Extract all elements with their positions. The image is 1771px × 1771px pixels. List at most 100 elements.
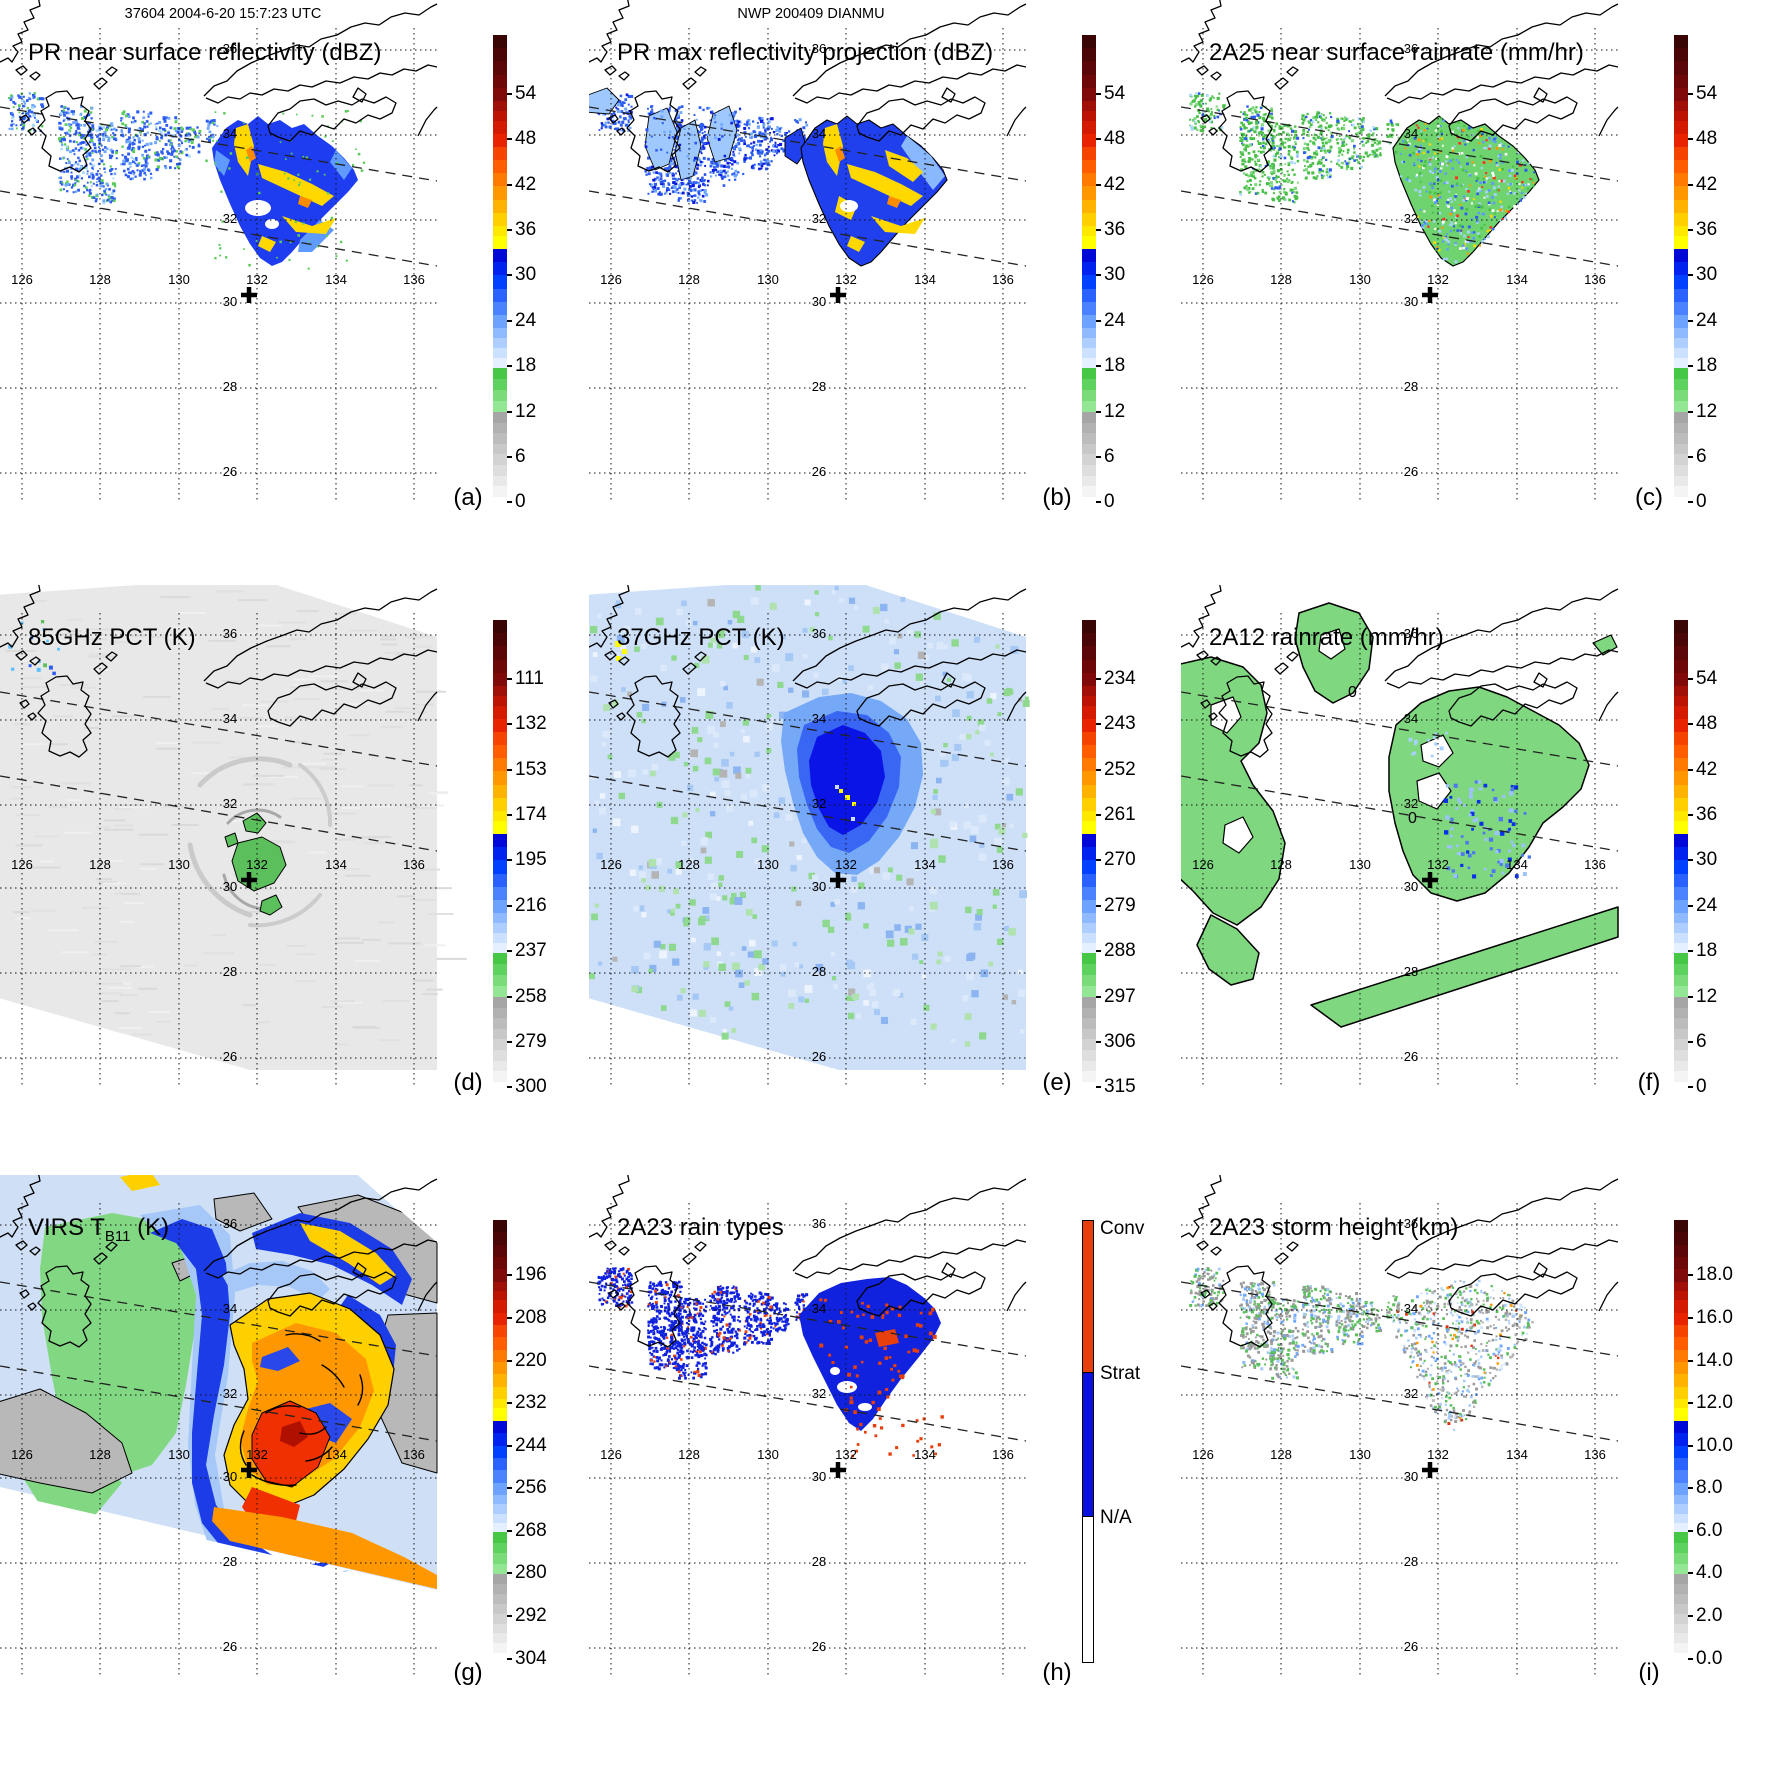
data-speckle xyxy=(1294,125,1297,128)
data-speckle xyxy=(333,612,357,615)
coastline-path xyxy=(27,712,37,721)
data-speckle xyxy=(106,126,109,130)
data-speckle xyxy=(108,195,111,199)
data-speckle xyxy=(709,1016,716,1023)
data-speckle xyxy=(1340,166,1344,169)
data-speckle xyxy=(1341,153,1344,156)
data-speckle xyxy=(65,145,69,148)
data-speckle xyxy=(176,130,180,134)
data-speckle xyxy=(1275,174,1278,177)
data-speckle xyxy=(1457,161,1461,164)
data-speckle xyxy=(82,136,86,140)
data-speckle xyxy=(103,190,107,193)
data-region xyxy=(1310,906,1619,1028)
data-speckle xyxy=(775,152,779,155)
data-speckle xyxy=(785,653,794,662)
data-speckle xyxy=(127,152,131,156)
data-speckle xyxy=(1478,234,1481,238)
data-speckle xyxy=(672,1347,676,1350)
data-speckle xyxy=(65,166,68,169)
panel-title: 2A12 rainrate (mm/hr) xyxy=(1209,624,1444,651)
data-speckle xyxy=(674,108,678,113)
data-speckle xyxy=(674,144,677,148)
data-speckle xyxy=(1353,147,1356,150)
data-speckle xyxy=(320,768,347,771)
data-speckle xyxy=(644,145,648,149)
coastline-path xyxy=(37,90,92,173)
panel-a: 126 128 130 132 134 136 36 34 32 30 28 26 PR near su… xyxy=(0,0,589,540)
data-speckle xyxy=(114,138,118,142)
data-speckle xyxy=(627,1267,630,1271)
data-speckle xyxy=(627,1275,630,1279)
data-speckle xyxy=(705,915,710,920)
data-speckle xyxy=(1337,154,1340,157)
colorbar-block xyxy=(1082,401,1096,413)
colorbar-block xyxy=(493,922,507,933)
data-speckle xyxy=(1493,796,1498,801)
data-speckle xyxy=(794,962,800,968)
data-speckle xyxy=(1469,787,1474,792)
data-speckle xyxy=(1270,184,1274,188)
data-speckle xyxy=(1498,180,1501,183)
data-speckle xyxy=(619,1268,623,1272)
data-speckle xyxy=(1465,247,1469,251)
data-speckle xyxy=(692,189,695,192)
colorbar-tick-mark xyxy=(1688,138,1693,141)
data-speckle xyxy=(722,895,728,901)
data-speckle xyxy=(770,136,773,139)
data-speckle xyxy=(1283,174,1286,177)
colorbar-block xyxy=(1082,249,1096,263)
colorbar-block xyxy=(493,705,507,719)
data-speckle xyxy=(212,139,214,142)
data-speckle xyxy=(345,874,371,877)
data-speckle xyxy=(734,144,738,149)
data-layer-h xyxy=(597,1267,944,1458)
data-speckle xyxy=(137,145,141,149)
data-speckle xyxy=(1472,851,1476,855)
data-speckle xyxy=(615,641,621,647)
data-speckle xyxy=(867,984,873,991)
data-speckle xyxy=(727,170,729,173)
colorbar-block xyxy=(1082,475,1096,487)
coastline-path xyxy=(15,65,28,76)
data-speckle xyxy=(1424,160,1427,163)
data-speckle xyxy=(592,652,598,658)
data-speckle xyxy=(1459,165,1462,168)
data-speckle xyxy=(1450,817,1454,822)
data-speckle xyxy=(1274,155,1277,158)
data-speckle xyxy=(129,171,133,175)
data-speckle xyxy=(671,908,676,913)
data-speckle xyxy=(1212,96,1215,99)
data-speckle xyxy=(645,173,648,176)
data-speckle xyxy=(1260,125,1263,128)
data-speckle xyxy=(79,146,83,150)
data-speckle xyxy=(1505,863,1510,868)
data-speckle xyxy=(25,99,29,102)
data-speckle xyxy=(207,139,212,143)
data-speckle xyxy=(148,1011,171,1014)
data-speckle xyxy=(1475,215,1479,219)
data-speckle xyxy=(709,893,717,901)
coastline xyxy=(589,0,1027,173)
data-speckle xyxy=(90,117,93,120)
data-speckle xyxy=(1342,124,1346,127)
data-speckle xyxy=(1527,187,1530,190)
data-speckle xyxy=(668,164,672,167)
data-speckle xyxy=(712,768,720,776)
data-speckle xyxy=(64,182,67,185)
data-speckle xyxy=(111,715,134,718)
colorbar-tick-mark xyxy=(507,93,512,95)
data-speckle xyxy=(205,159,208,163)
data-speckle xyxy=(1280,171,1284,174)
data-speckle xyxy=(18,659,33,662)
data-speckle xyxy=(18,111,21,114)
data-speckle xyxy=(718,170,721,174)
data-speckle xyxy=(90,106,94,110)
data-speckle xyxy=(599,793,606,799)
data-speckle xyxy=(688,184,692,188)
data-speckle xyxy=(1322,114,1325,117)
data-speckle xyxy=(625,1300,629,1303)
coastline-path xyxy=(105,1241,118,1252)
data-speckle xyxy=(1249,137,1253,141)
data-speckle xyxy=(971,990,979,998)
